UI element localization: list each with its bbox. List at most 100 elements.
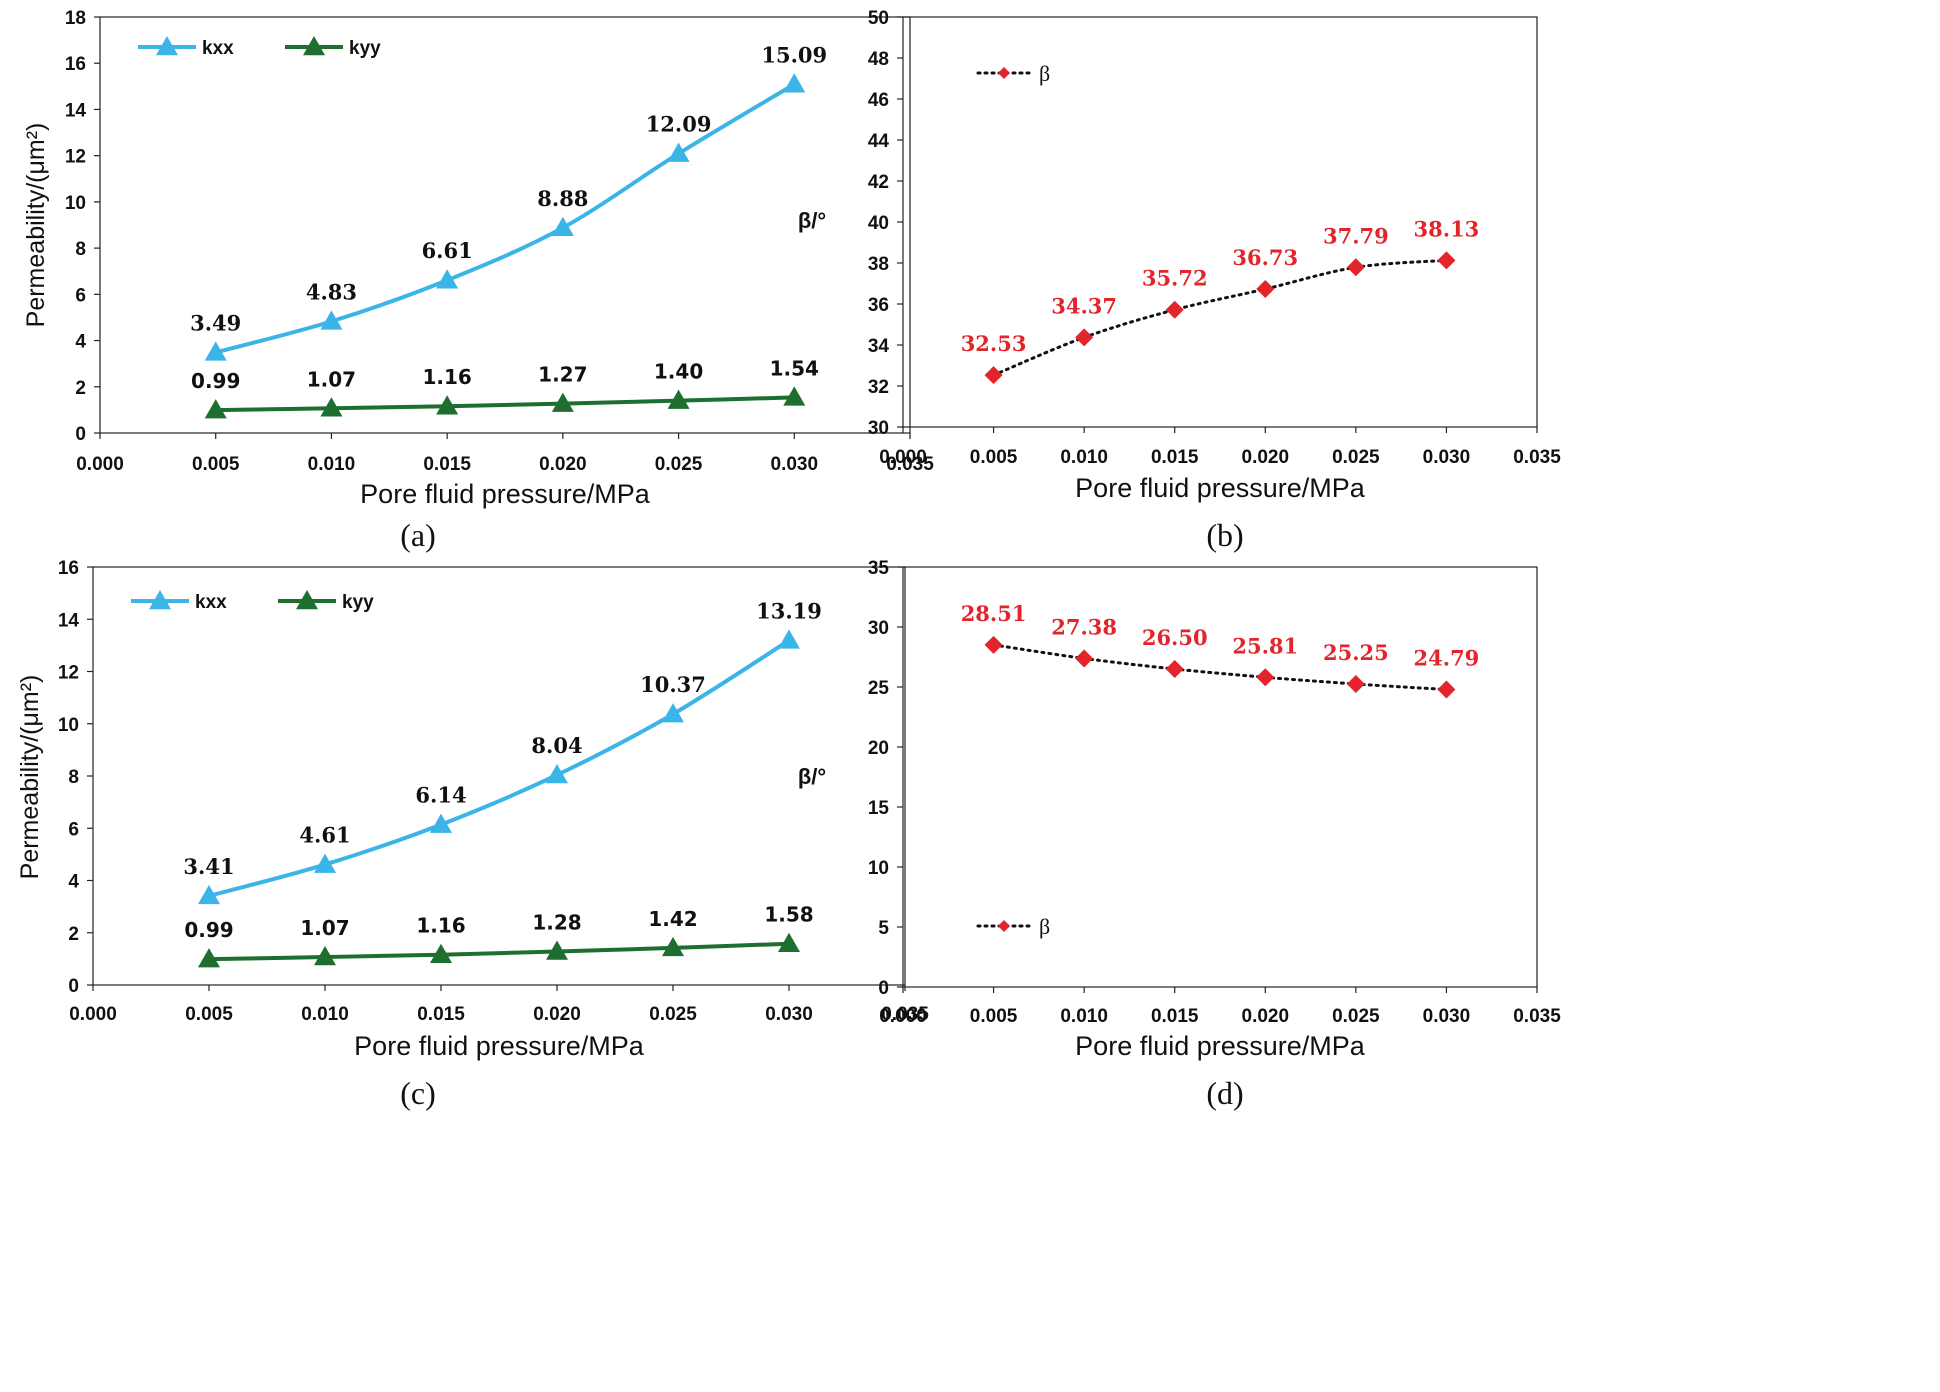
data-point-β	[1437, 251, 1456, 270]
plot-area	[902, 566, 1538, 988]
y-tick-label: 10	[65, 193, 86, 214]
y-tick-label: 14	[58, 610, 80, 631]
y-tick-label: 48	[868, 49, 889, 70]
data-label-kyy: 1.07	[300, 916, 349, 940]
y-tick-label: 32	[868, 377, 889, 398]
x-tick-label: 0.020	[1242, 1006, 1290, 1027]
x-tick-label: 0.030	[1423, 1006, 1471, 1027]
series-line-β	[992, 643, 1448, 692]
data-point-kxx	[314, 853, 336, 873]
series-line-kyy	[207, 941, 791, 962]
y-tick-label: 8	[75, 239, 86, 260]
data-label-kyy: 1.16	[416, 914, 465, 938]
data-point-kyy	[551, 392, 574, 412]
y-tick-label: 34	[868, 336, 890, 357]
x-tick-label: 0.035	[1513, 447, 1561, 468]
data-label-kxx: 8.88	[537, 186, 588, 211]
data-point-kxx	[551, 216, 574, 237]
data-point-β	[1256, 280, 1275, 299]
data-label-kyy: 1.58	[764, 903, 813, 927]
legend-label-kyy: kyy	[342, 592, 374, 613]
y-tick-label: 2	[75, 378, 86, 399]
y-tick-label: 12	[58, 663, 79, 684]
series-line-kyy	[213, 395, 797, 413]
data-point-β	[1165, 660, 1184, 678]
x-tick-label: 0.030	[771, 454, 819, 475]
data-point-kxx	[436, 269, 459, 289]
data-point-kyy	[783, 386, 806, 406]
y-tick-label: 0	[75, 424, 86, 445]
data-label-β: 35.72	[1142, 266, 1208, 291]
data-point-kxx	[320, 310, 343, 330]
chart-panel-b: 30 32 34 36 38 40 42 44 46 48 50 0.000 0.005 0.010 0.0…	[798, 8, 1561, 553]
legend-marker-kxx	[149, 590, 171, 610]
y-tick-label: 8	[68, 767, 79, 788]
y-tick-label: 35	[868, 558, 890, 579]
legend-label-β: β	[1039, 914, 1050, 939]
data-label-β: 32.53	[961, 331, 1027, 356]
y-tick-label: 42	[868, 172, 889, 193]
x-tick-label: 0.020	[533, 1004, 581, 1025]
x-tick-label: 0.035	[886, 454, 934, 475]
y-tick-label: 16	[65, 54, 86, 75]
data-point-β	[984, 635, 1003, 654]
chart-panel-d: 0 5 10 15 20 25 30 35 0.000 0.005 0.010 0.015 0.020 0…	[798, 558, 1561, 1111]
data-label-kxx: 8.04	[531, 733, 582, 758]
legend-marker-kyy	[303, 36, 325, 56]
x-tick-label: 0.025	[1332, 1006, 1380, 1027]
data-point-kyy	[314, 946, 336, 966]
data-label-kyy: 1.16	[422, 365, 471, 389]
x-axis-title: Pore fluid pressure/MPa	[354, 1031, 645, 1061]
data-point-kxx	[667, 142, 690, 162]
x-tick-label: 0.015	[1151, 1006, 1199, 1027]
legend-marker-kxx	[156, 36, 178, 56]
data-label-β: 28.51	[961, 601, 1027, 626]
y-tick-label: 0	[68, 976, 79, 997]
x-axis-title: Pore fluid pressure/MPa	[1075, 1031, 1366, 1061]
y-tick-label: 6	[68, 819, 79, 840]
y-tick-label: 10	[868, 858, 889, 879]
y-axis-title: β/°	[798, 208, 826, 233]
x-tick-label: 0.035	[881, 1004, 929, 1025]
x-tick-label: 0.020	[539, 454, 587, 475]
data-point-kyy	[436, 395, 459, 415]
data-point-kyy	[662, 936, 684, 957]
data-label-kxx: 4.61	[299, 823, 350, 848]
y-tick-label: 15	[868, 798, 890, 819]
y-tick-label: 6	[75, 285, 86, 306]
x-axis-title: Pore fluid pressure/MPa	[360, 479, 651, 509]
data-point-β	[1346, 258, 1365, 277]
y-tick-label: 12	[65, 147, 86, 168]
y-axis-title: β/°	[798, 764, 826, 789]
x-tick-label: 0.035	[1513, 1006, 1561, 1027]
data-point-β	[1075, 328, 1094, 347]
data-point-kyy	[198, 948, 220, 968]
x-tick-label: 0.005	[970, 447, 1018, 468]
y-tick-label: 36	[868, 295, 889, 316]
y-tick-label: 2	[68, 924, 79, 945]
data-label-β: 24.79	[1414, 646, 1480, 671]
legend-marker-kyy	[296, 590, 318, 610]
legend-label-β: β	[1039, 61, 1050, 86]
y-tick-label: 44	[868, 131, 890, 152]
data-point-kyy	[320, 397, 343, 417]
legend-label-kxx: kxx	[195, 592, 227, 613]
data-label-β: 36.73	[1232, 245, 1298, 270]
x-tick-label: 0.030	[1423, 447, 1471, 468]
x-tick-label: 0.000	[879, 1006, 927, 1027]
data-label-kyy: 1.07	[307, 367, 356, 391]
data-label-kyy: 1.40	[654, 360, 703, 384]
y-tick-label: 5	[878, 918, 889, 939]
x-tick-label: 0.005	[192, 454, 240, 475]
legend-marker-β	[998, 920, 1010, 932]
data-label-kxx: 13.19	[756, 598, 822, 623]
data-point-kxx	[198, 884, 220, 905]
x-tick-label: 0.015	[423, 454, 471, 475]
x-tick-label: 0.000	[69, 1004, 117, 1025]
panel-caption: (b)	[1206, 517, 1243, 553]
data-label-kxx: 15.09	[761, 42, 827, 67]
data-point-kyy	[546, 940, 568, 960]
data-label-β: 38.13	[1414, 216, 1480, 241]
data-label-β: 26.50	[1142, 625, 1208, 650]
